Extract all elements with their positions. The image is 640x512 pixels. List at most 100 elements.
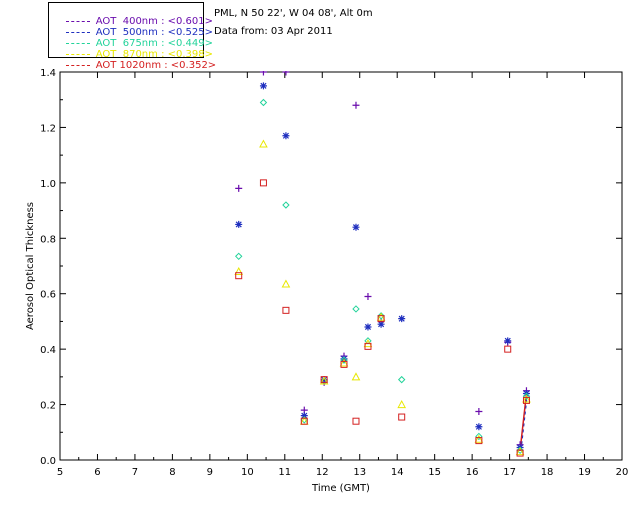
y-tick-label: 1.0 (40, 179, 56, 190)
legend-item-870nm: AOT 870nm : <0.398> (53, 38, 213, 60)
point-square-13 (522, 396, 530, 404)
point-diamond-10 (475, 432, 483, 441)
point-star-1 (259, 82, 267, 90)
point-square-12 (516, 449, 524, 457)
point-square-9 (398, 413, 406, 421)
x-tick-label: 14 (391, 467, 404, 478)
y-tick-label: 1.4 (40, 68, 56, 79)
point-square-0 (235, 272, 243, 280)
x-tick-label: 12 (316, 467, 329, 478)
legend-item-400nm: AOT 400nm : <0.601> (53, 5, 213, 27)
legend-swatch-870nm (65, 53, 90, 55)
point-plus-9 (475, 408, 483, 415)
legend-label-400nm: AOT 400nm : <0.601> (95, 16, 213, 27)
point-square-4 (320, 376, 328, 384)
x-tick-label: 13 (353, 467, 366, 478)
point-triangle-1 (259, 139, 268, 148)
legend-label-1020nm: AOT 1020nm : <0.352> (95, 60, 217, 71)
legend-swatch-400nm (65, 20, 90, 22)
x-tick-label: 9 (207, 467, 213, 478)
point-star-2 (282, 132, 290, 140)
point-square-3 (300, 417, 308, 425)
point-star-8 (377, 320, 385, 328)
point-plus-7 (364, 292, 372, 300)
station-info: PML, N 50 22', W 04 08', Alt 0m (214, 8, 373, 19)
point-diamond-1 (259, 98, 268, 107)
point-square-11 (504, 345, 512, 353)
point-square-5 (340, 360, 348, 368)
legend-item-675nm: AOT 675nm : <0.449> (53, 27, 213, 49)
point-diamond-6 (352, 305, 360, 313)
point-star-0 (235, 220, 243, 228)
x-tick-label: 20 (616, 467, 629, 478)
legend-item-1020nm: AOT 1020nm : <0.352> (53, 49, 216, 71)
point-diamond-3 (300, 416, 308, 424)
legend-label-675nm: AOT 675nm : <0.449> (95, 38, 213, 49)
legend-swatch-675nm (65, 42, 90, 44)
legend-label-870nm: AOT 870nm : <0.398> (95, 49, 213, 60)
y-tick-label: 0.0 (40, 456, 56, 467)
x-tick-label: 19 (578, 467, 591, 478)
legend-swatch-1020nm (65, 64, 90, 66)
x-tick-label: 18 (541, 467, 554, 478)
y-tick-label: 0.6 (40, 290, 56, 301)
point-square-10 (475, 437, 483, 445)
x-tick-label: 7 (132, 467, 138, 478)
point-diamond-5 (340, 356, 348, 364)
point-triangle-9 (397, 400, 407, 409)
point-star-7 (364, 323, 372, 331)
point-square-8 (377, 315, 385, 323)
point-plus-2 (282, 71, 290, 76)
x-tick-label: 8 (169, 467, 175, 478)
point-triangle-8 (376, 312, 386, 321)
point-star-9 (398, 315, 406, 323)
point-plus-6 (352, 101, 360, 109)
point-diamond-0 (235, 252, 243, 261)
point-square-1 (259, 179, 267, 187)
point-star-10 (475, 423, 483, 431)
point-triangle-2 (281, 279, 291, 288)
point-star-6 (352, 223, 360, 231)
date-info: Data from: 03 Apr 2011 (214, 26, 333, 37)
legend-swatch-500nm (65, 31, 90, 33)
point-square-7 (364, 342, 372, 350)
point-plus-0 (235, 184, 243, 192)
x-axis-label: Time (GMT) (311, 483, 370, 494)
point-square-6 (352, 417, 360, 425)
point-triangle-0 (234, 266, 244, 276)
point-diamond-12 (522, 392, 531, 400)
y-axis-label: Aerosol Optical Thickness (25, 202, 36, 330)
x-tick-label: 16 (466, 467, 479, 478)
point-triangle-12 (522, 394, 531, 403)
legend-item-500nm: AOT 500nm : <0.525> (53, 16, 213, 38)
point-plus-1 (259, 71, 267, 76)
point-star-4 (320, 376, 328, 384)
x-tick-label: 5 (57, 467, 63, 478)
x-tick-label: 17 (503, 467, 516, 478)
legend: AOT 400nm : <0.601> AOT 500nm : <0.525> … (48, 2, 216, 71)
plot-area (234, 71, 531, 457)
point-star-11 (504, 337, 512, 345)
legend-label-500nm: AOT 500nm : <0.525> (95, 27, 213, 38)
y-tick-label: 0.2 (40, 401, 56, 412)
point-diamond-11 (516, 446, 524, 455)
y-tick-label: 0.8 (40, 234, 56, 245)
point-square-2 (282, 306, 290, 314)
y-tick-label: 0.4 (40, 345, 56, 356)
point-diamond-8 (377, 312, 385, 320)
x-tick-label: 10 (241, 467, 254, 478)
y-tick-label: 1.2 (40, 123, 56, 134)
point-triangle-5 (339, 358, 349, 367)
point-star-3 (300, 412, 308, 420)
plot-frame (59, 71, 623, 461)
point-triangle-11 (515, 447, 525, 456)
x-tick-label: 6 (94, 467, 100, 478)
point-triangle-10 (474, 434, 484, 443)
point-diamond-9 (397, 375, 406, 384)
point-diamond-2 (282, 201, 290, 209)
x-tick-label: 15 (428, 467, 441, 478)
x-tick-label: 11 (278, 467, 291, 478)
point-triangle-4 (319, 376, 329, 385)
point-triangle-6 (351, 372, 361, 381)
